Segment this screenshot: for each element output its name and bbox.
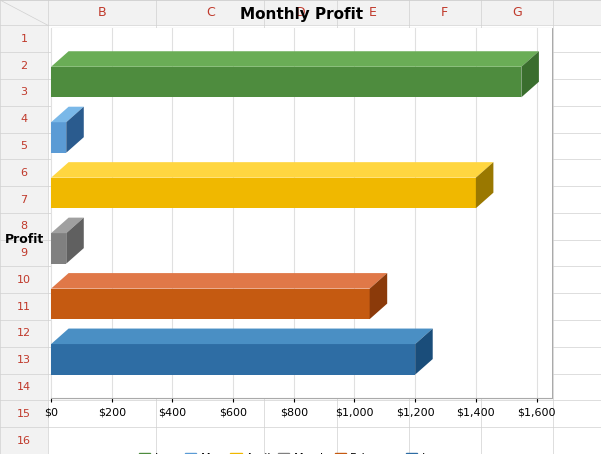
Bar: [51, 233, 66, 264]
Polygon shape: [66, 107, 84, 153]
Polygon shape: [51, 51, 539, 67]
Text: 6: 6: [20, 168, 28, 178]
Polygon shape: [66, 217, 84, 264]
Text: 15: 15: [17, 409, 31, 419]
Text: 7: 7: [20, 194, 28, 204]
Bar: [0, 106, 48, 133]
Polygon shape: [51, 273, 387, 289]
Text: Profit: Profit: [4, 233, 44, 246]
Text: 8: 8: [20, 221, 28, 231]
Bar: [0, 427, 48, 454]
Bar: [0, 293, 48, 320]
Polygon shape: [51, 217, 84, 233]
Bar: [0, 320, 48, 347]
Text: 2: 2: [20, 60, 28, 70]
Text: 16: 16: [17, 435, 31, 446]
Bar: [0, 186, 48, 213]
Text: 1: 1: [20, 34, 28, 44]
Text: E: E: [368, 6, 377, 19]
Polygon shape: [51, 329, 433, 344]
Bar: [0, 159, 48, 186]
Bar: [0, 240, 48, 266]
Bar: [0, 133, 48, 159]
Bar: [0, 374, 48, 400]
Text: 13: 13: [17, 355, 31, 365]
Polygon shape: [51, 107, 84, 122]
Text: B: B: [98, 6, 106, 19]
Polygon shape: [51, 162, 493, 178]
Polygon shape: [370, 273, 387, 319]
Legend: June, May, April, March, February, January: June, May, April, March, February, Janua…: [134, 448, 469, 454]
Text: 4: 4: [20, 114, 28, 124]
Bar: [0, 25, 48, 52]
Text: C: C: [206, 6, 215, 19]
Text: F: F: [441, 6, 448, 19]
Polygon shape: [476, 162, 493, 208]
Text: 11: 11: [17, 301, 31, 311]
Bar: [51, 67, 522, 97]
Polygon shape: [522, 51, 539, 97]
Text: 9: 9: [20, 248, 28, 258]
Bar: [0, 400, 48, 427]
Bar: [51, 289, 370, 319]
Text: D: D: [296, 6, 305, 19]
Bar: [0, 0, 601, 25]
Bar: [0, 266, 48, 293]
Bar: [51, 122, 66, 153]
Polygon shape: [415, 329, 433, 375]
Bar: [0, 52, 48, 79]
Text: 10: 10: [17, 275, 31, 285]
Title: Monthly Profit: Monthly Profit: [240, 7, 363, 22]
Bar: [51, 178, 476, 208]
Text: 12: 12: [17, 328, 31, 338]
Bar: [51, 344, 415, 375]
Text: 14: 14: [17, 382, 31, 392]
Text: 3: 3: [20, 87, 28, 97]
Bar: [0, 79, 48, 106]
Text: G: G: [512, 6, 522, 19]
Bar: [51, 28, 552, 398]
Bar: [0, 213, 48, 240]
Text: 5: 5: [20, 141, 28, 151]
Bar: [0, 347, 48, 374]
